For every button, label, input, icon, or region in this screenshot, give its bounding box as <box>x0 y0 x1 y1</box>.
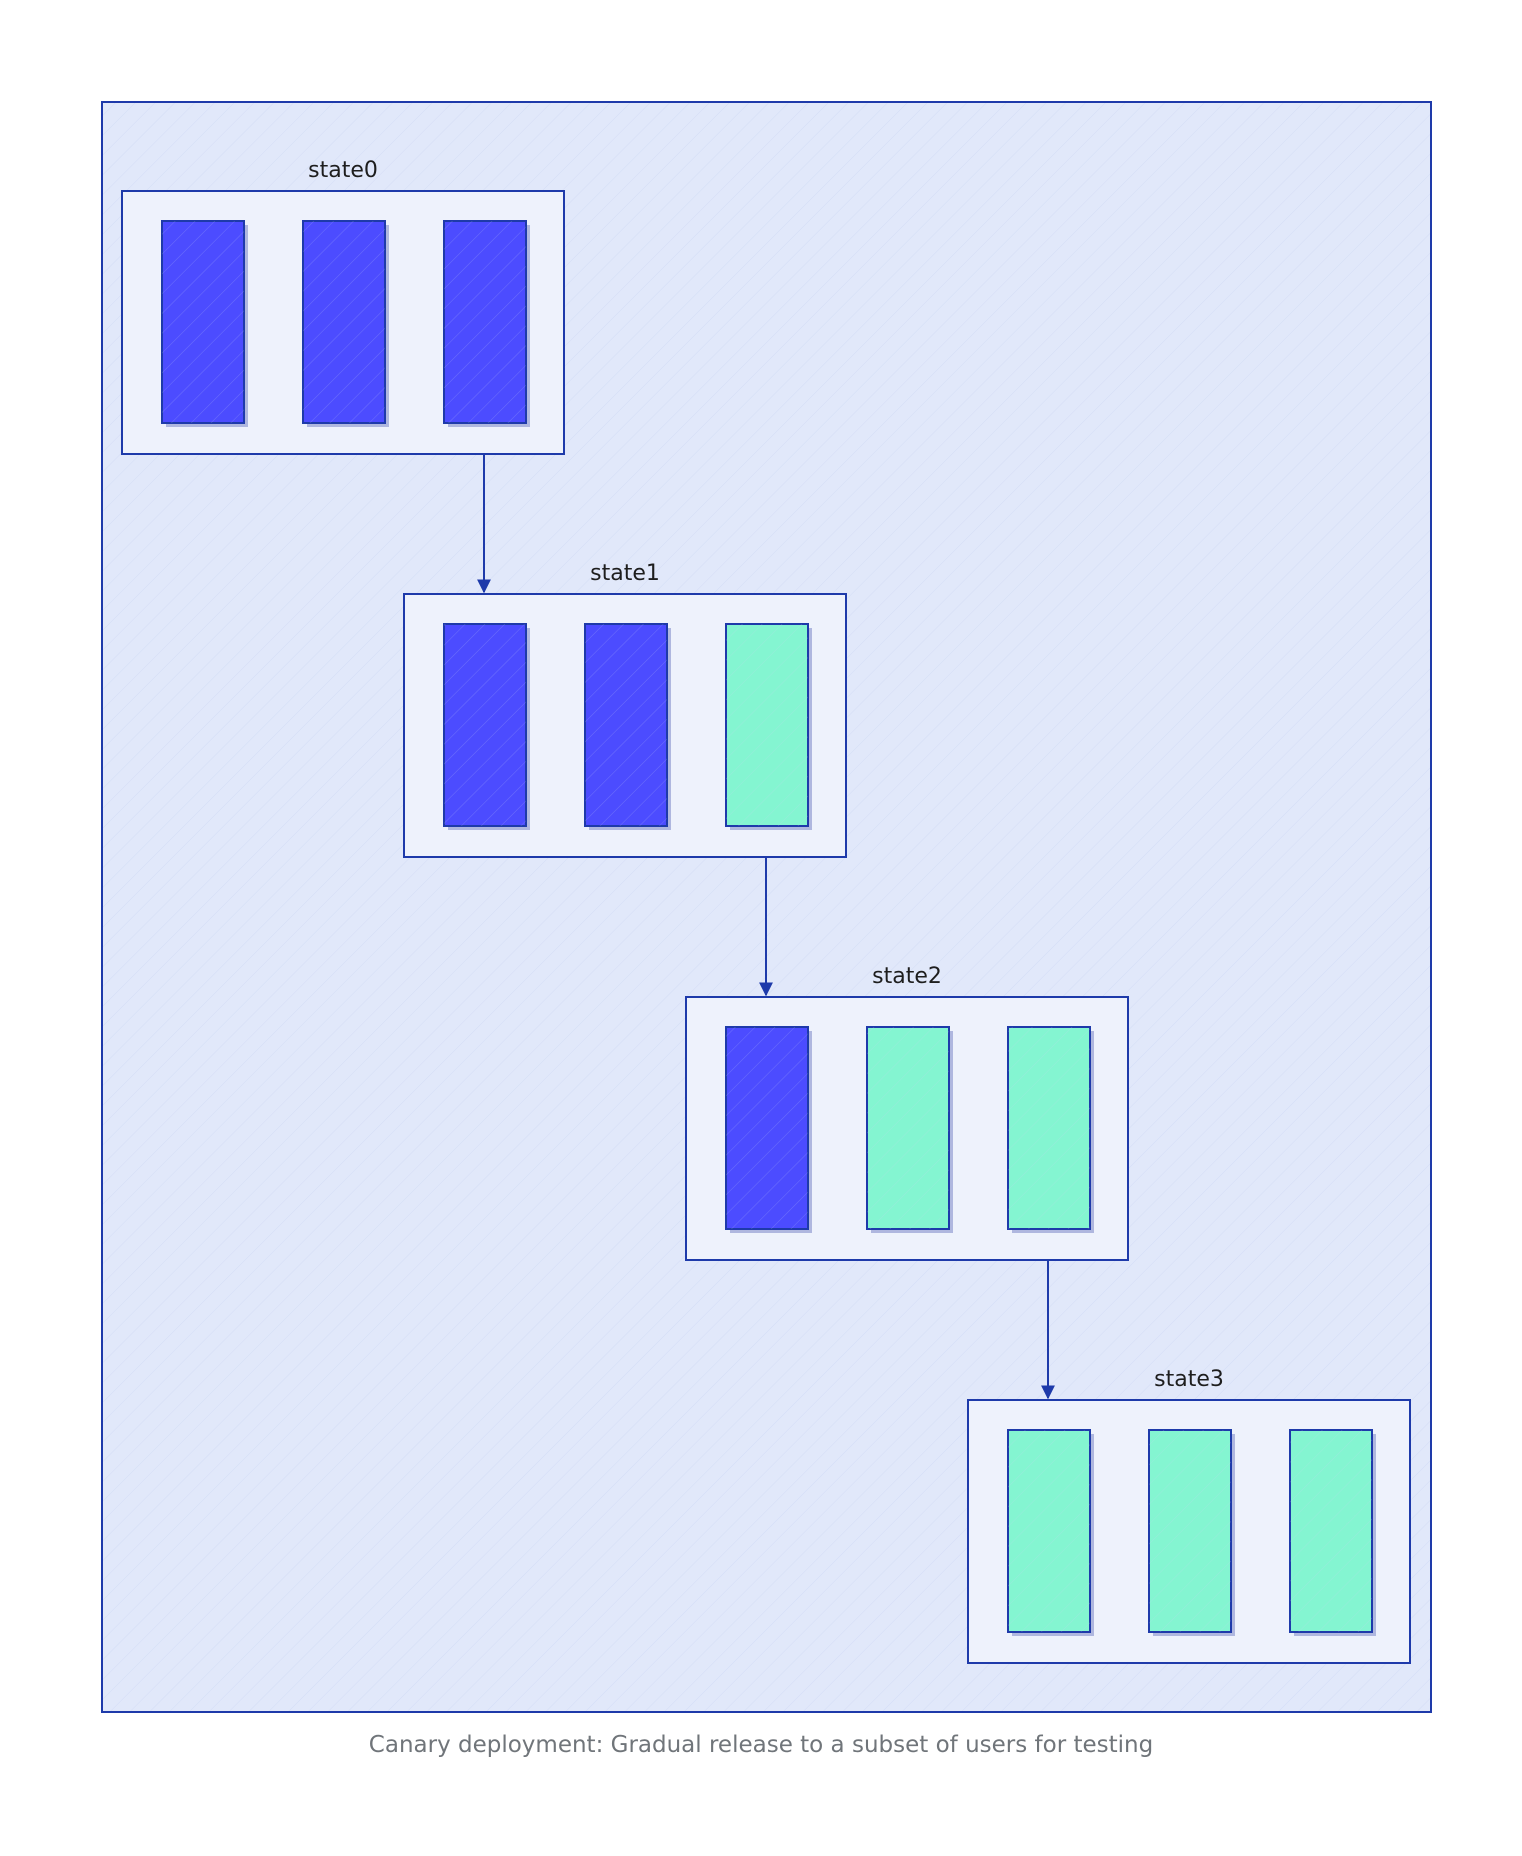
replica-new-version <box>1289 1429 1376 1636</box>
replica-new-version <box>1007 1429 1094 1636</box>
replica-new-version <box>1148 1429 1235 1636</box>
state-label: state2 <box>872 964 942 989</box>
state-1: state1 <box>403 561 847 858</box>
replica-texture <box>726 1027 808 1229</box>
replica-texture <box>162 221 244 423</box>
replica-old-version <box>443 623 530 830</box>
diagram-caption: Canary deployment: Gradual release to a … <box>369 1732 1153 1758</box>
state-3: state3 <box>967 1367 1411 1664</box>
state-label: state0 <box>308 158 378 183</box>
states: state0 state1 state2 state3 <box>121 158 1411 1664</box>
replica-texture <box>1290 1430 1372 1632</box>
replica-old-version <box>302 220 389 427</box>
replica-texture <box>303 221 385 423</box>
replica-texture <box>867 1027 949 1229</box>
replica-old-version <box>443 220 530 427</box>
replica-new-version <box>866 1026 953 1233</box>
replica-texture <box>1149 1430 1231 1632</box>
replica-texture <box>1008 1430 1090 1632</box>
transition-arrows <box>477 454 1055 1400</box>
state-label: state3 <box>1154 1367 1224 1392</box>
replica-texture <box>1008 1027 1090 1229</box>
replica-new-version <box>1007 1026 1094 1233</box>
replica-texture <box>726 624 808 826</box>
replica-texture <box>444 221 526 423</box>
replica-new-version <box>725 623 812 830</box>
state-0: state0 <box>121 158 565 455</box>
replica-texture <box>444 624 526 826</box>
replica-old-version <box>584 623 671 830</box>
replica-texture <box>585 624 667 826</box>
state-2: state2 <box>685 964 1129 1261</box>
state-label: state1 <box>590 561 660 586</box>
replica-old-version <box>161 220 248 427</box>
replica-old-version <box>725 1026 812 1233</box>
